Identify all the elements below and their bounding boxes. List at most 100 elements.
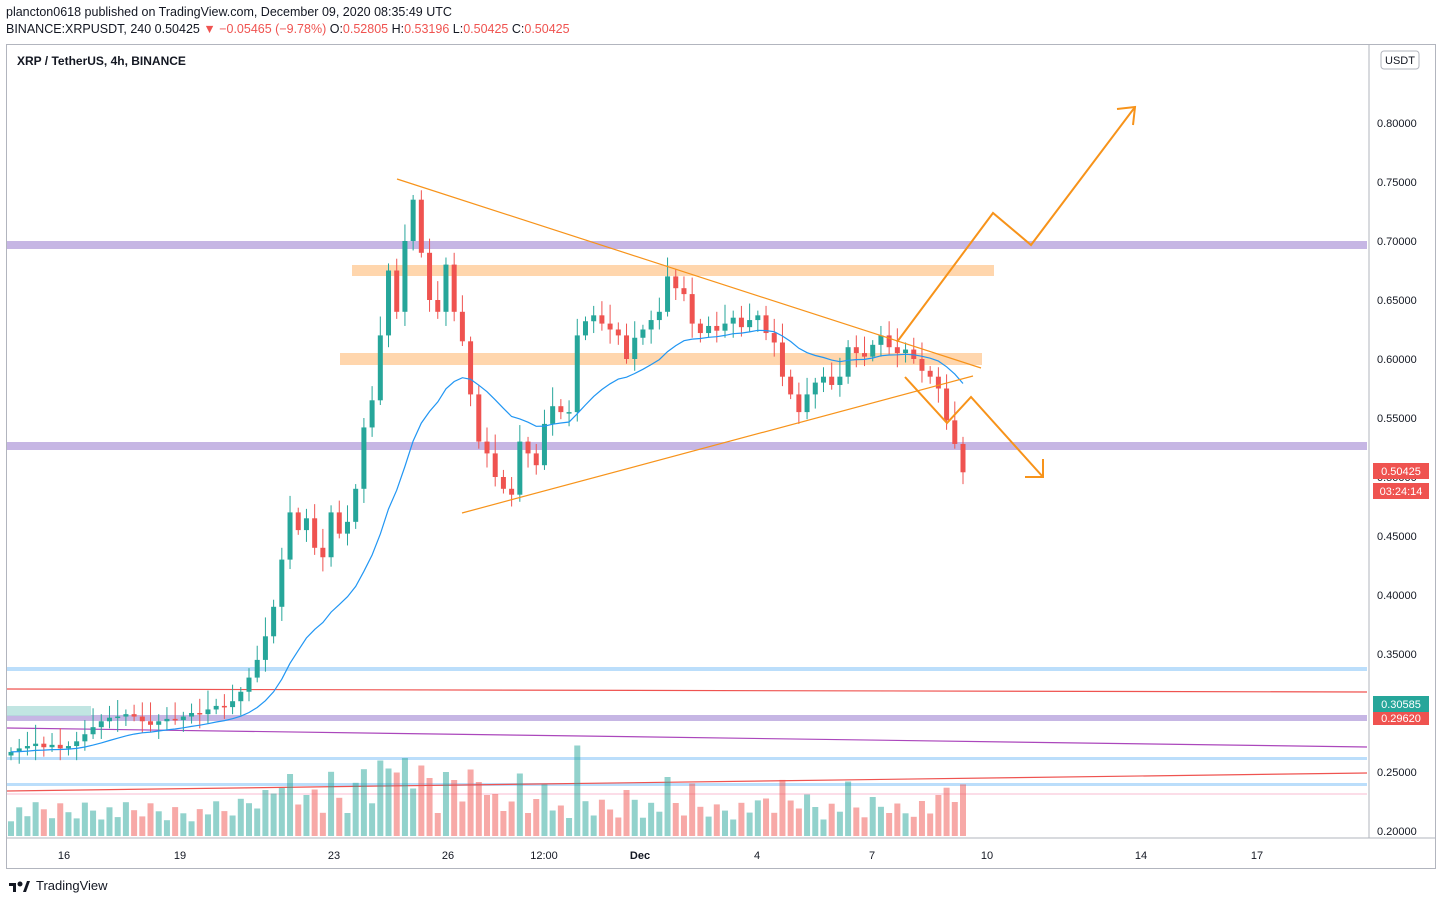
volume-bar	[295, 804, 302, 836]
candle-body	[328, 512, 334, 558]
low-label: L:	[452, 22, 464, 36]
candle-body	[574, 335, 580, 413]
time-tick-label: 12:00	[530, 850, 558, 862]
candle-body	[246, 677, 252, 692]
volume-bar	[705, 816, 712, 836]
tradingview-logo[interactable]: TradingView	[8, 878, 108, 893]
volume-bar	[229, 815, 236, 836]
chart-panel[interactable]: XRP / TetherUS, 4h, BINANCE 0.80000 0.750…	[6, 44, 1436, 869]
time-tick-label: 19	[174, 850, 186, 862]
volume-bar	[746, 812, 753, 836]
volume-bar	[40, 809, 47, 836]
candle-body	[254, 659, 260, 678]
volume-bar	[533, 799, 540, 836]
mid-zone	[340, 353, 982, 365]
candle-body	[935, 376, 941, 389]
volume-bar	[114, 817, 121, 836]
volume-bar	[713, 804, 720, 836]
brand-name: TradingView	[36, 878, 108, 893]
candle-body	[336, 512, 342, 534]
volume-bar	[935, 795, 942, 836]
volume-bar	[927, 813, 934, 836]
countdown-badge-box	[1373, 483, 1429, 499]
volume-bar	[763, 798, 770, 836]
candle-body	[369, 400, 375, 428]
volume-bar	[894, 803, 901, 836]
price-tick-label: 0.45000	[1377, 531, 1417, 543]
candle-body	[558, 406, 564, 413]
candle-body	[599, 315, 605, 324]
currency-badge[interactable]: USDT	[1385, 55, 1415, 67]
candle-body	[632, 337, 638, 359]
high-label: H:	[391, 22, 405, 36]
candle-body	[862, 353, 868, 357]
candle-body	[812, 382, 818, 395]
time-tick-label: 17	[1251, 850, 1263, 862]
volume-bar	[319, 812, 326, 836]
volume-bar	[278, 788, 285, 836]
volume-bar	[180, 813, 187, 836]
candle-body	[681, 288, 687, 295]
volume-bar	[377, 760, 384, 836]
candle-body	[591, 315, 597, 322]
time-tick-label: 7	[869, 850, 875, 862]
volume-bar	[352, 782, 359, 836]
candle-body	[8, 751, 14, 756]
volume-bar	[820, 819, 827, 836]
volume-bar	[385, 768, 392, 836]
volume-bar	[459, 801, 466, 836]
volume-bar	[163, 820, 170, 836]
ema-line	[10, 329, 964, 753]
candle-body	[271, 606, 277, 637]
volume-bar	[918, 801, 925, 836]
volume-bar	[853, 807, 860, 836]
candle-body	[944, 388, 950, 421]
price-tick-label: 0.80000	[1377, 118, 1417, 130]
candle-body	[903, 349, 909, 354]
candle-body	[779, 342, 785, 377]
time-axis[interactable]: 16 19 23 26 12:00 Dec 4 7 10 14 17	[58, 850, 1263, 862]
volume-bar	[902, 813, 909, 836]
candle-body	[886, 335, 892, 348]
volume-bar	[360, 769, 367, 836]
candle-body	[730, 317, 736, 324]
candle-body	[525, 441, 531, 454]
candle-body	[500, 477, 506, 489]
price-badge-box	[1373, 463, 1429, 479]
volume-bar	[172, 807, 179, 836]
candle-body	[180, 716, 186, 721]
volume-bar	[697, 806, 704, 836]
volume-bar	[771, 812, 778, 836]
volume-bar	[845, 781, 852, 836]
volume-bar	[451, 780, 458, 836]
volume-bar	[869, 797, 876, 836]
change-arrow: ▼	[203, 22, 216, 36]
candle-body	[312, 518, 318, 548]
price-chart[interactable]: XRP / TetherUS, 4h, BINANCE 0.80000 0.750…	[7, 45, 1435, 868]
volume-bar	[73, 818, 80, 836]
volume-bars	[8, 745, 966, 836]
volume-bar	[418, 765, 425, 836]
time-tick-label: 14	[1135, 850, 1147, 862]
candle-body	[582, 321, 588, 336]
volume-bar	[623, 790, 630, 836]
currency-badge-box[interactable]	[1380, 50, 1420, 70]
candle-body	[624, 335, 630, 359]
tradingview-logo-icon	[9, 880, 30, 892]
level-badge-1: 0.30585	[1381, 699, 1421, 711]
countdown-badge: 03:24:14	[1380, 486, 1423, 498]
candle-body	[788, 376, 794, 395]
candle-body	[172, 718, 178, 721]
price-tick-label: 0.25000	[1377, 767, 1417, 779]
volume-bar	[246, 803, 252, 836]
level-badge-1-box	[1373, 696, 1429, 712]
candle-body	[33, 743, 39, 747]
candle-body	[57, 744, 63, 749]
red-level	[7, 688, 1368, 693]
level-badge-2: 0.29620	[1381, 713, 1421, 725]
low-value: 0.50425	[463, 22, 509, 36]
candle-body	[697, 323, 703, 334]
volume-bar	[270, 793, 277, 836]
candle-body	[189, 713, 195, 717]
volume-bar	[615, 817, 622, 836]
